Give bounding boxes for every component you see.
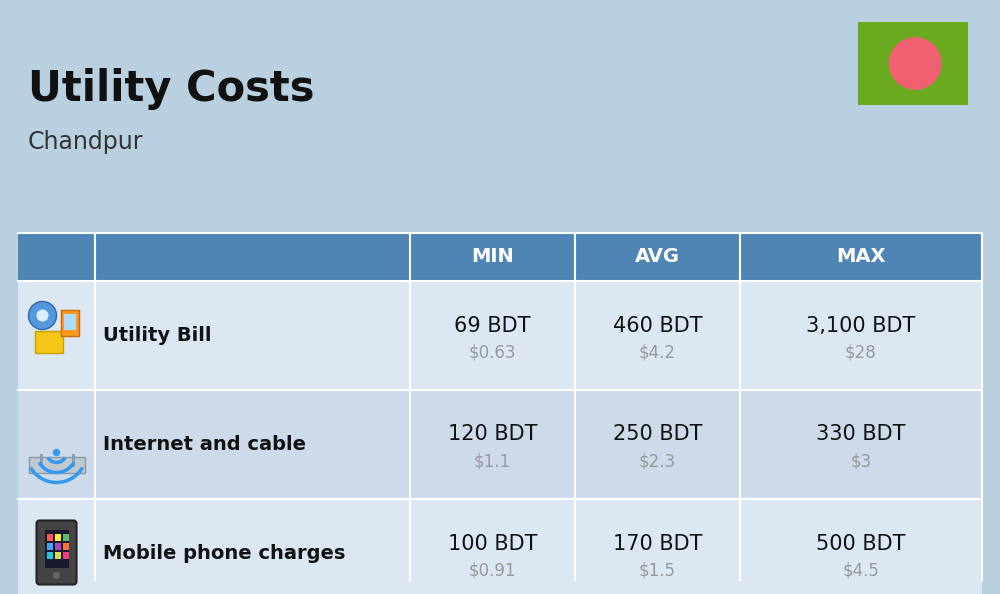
Bar	[54, 542, 60, 549]
Text: Utility Bill: Utility Bill	[103, 326, 212, 345]
Text: 100 BDT: 100 BDT	[448, 533, 537, 554]
Circle shape	[53, 572, 60, 579]
Text: $28: $28	[845, 343, 877, 362]
Text: $1.1: $1.1	[474, 453, 511, 470]
Bar	[18, 233, 982, 281]
Bar	[62, 542, 68, 549]
Bar	[46, 533, 52, 541]
Bar	[44, 529, 68, 567]
Text: $0.63: $0.63	[469, 343, 516, 362]
Text: $4.2: $4.2	[639, 343, 676, 362]
Text: $3: $3	[850, 453, 872, 470]
Bar	[18, 281, 982, 390]
Bar	[18, 390, 982, 499]
Circle shape	[36, 309, 48, 321]
Text: $4.5: $4.5	[843, 561, 879, 580]
Bar	[54, 533, 60, 541]
Text: MIN: MIN	[471, 248, 514, 267]
Text: Internet and cable: Internet and cable	[103, 435, 306, 454]
Text: AVG: AVG	[635, 248, 680, 267]
Bar	[858, 22, 968, 105]
Text: Chandpur: Chandpur	[28, 130, 144, 154]
Bar	[54, 551, 60, 558]
Text: MAX: MAX	[836, 248, 886, 267]
Text: 460 BDT: 460 BDT	[613, 315, 702, 336]
Circle shape	[54, 450, 60, 456]
Text: 330 BDT: 330 BDT	[816, 425, 906, 444]
Bar	[62, 533, 68, 541]
Bar	[64, 314, 76, 330]
Bar	[18, 499, 982, 594]
Bar	[46, 551, 52, 558]
Text: Mobile phone charges: Mobile phone charges	[103, 544, 345, 563]
Bar	[60, 309, 78, 336]
Text: 3,100 BDT: 3,100 BDT	[806, 315, 916, 336]
Bar	[34, 330, 62, 352]
FancyBboxPatch shape	[36, 520, 76, 584]
Text: $2.3: $2.3	[639, 453, 676, 470]
Bar	[62, 551, 68, 558]
Text: 69 BDT: 69 BDT	[454, 315, 531, 336]
Text: 120 BDT: 120 BDT	[448, 425, 537, 444]
Circle shape	[889, 38, 941, 89]
Circle shape	[28, 302, 56, 330]
Text: 250 BDT: 250 BDT	[613, 425, 702, 444]
Bar	[46, 542, 52, 549]
Text: 500 BDT: 500 BDT	[816, 533, 906, 554]
Text: $1.5: $1.5	[639, 561, 676, 580]
Text: Utility Costs: Utility Costs	[28, 68, 314, 110]
Text: $0.91: $0.91	[469, 561, 516, 580]
Text: 170 BDT: 170 BDT	[613, 533, 702, 554]
Bar	[28, 457, 84, 472]
